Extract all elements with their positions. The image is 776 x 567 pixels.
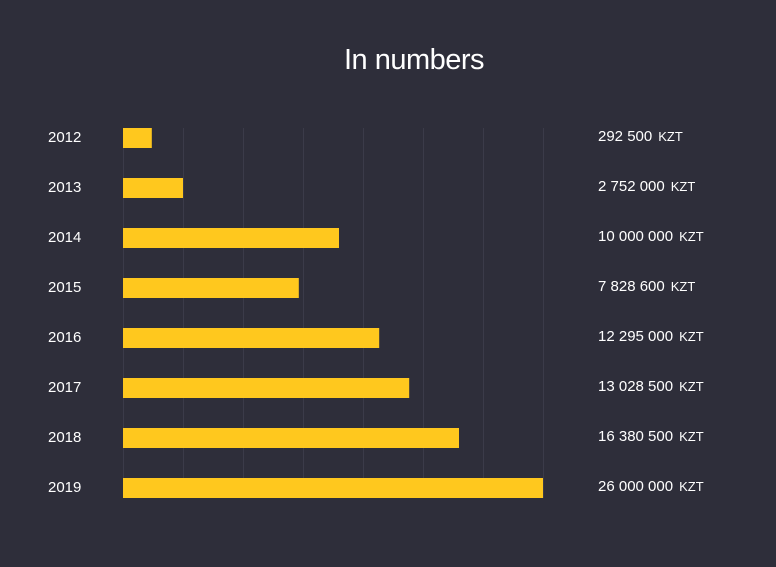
- currency-label: KZT: [679, 429, 704, 444]
- value-amount: 10 000 000: [598, 228, 674, 245]
- currency-label: KZT: [670, 279, 696, 294]
- value-amount: 26 000 000: [598, 478, 674, 495]
- year-label: 2014: [48, 229, 82, 246]
- value-label: 292 500 KZT: [598, 128, 683, 145]
- value-label: 26 000 000 KZT: [598, 478, 704, 495]
- bar-2019: [123, 478, 543, 498]
- value-label: 10 000 000 KZT: [598, 228, 704, 245]
- value-amount: 2 752 000: [598, 178, 665, 195]
- bar-2015: [123, 278, 299, 298]
- value-label: 2 752 000 KZT: [598, 178, 695, 195]
- bar-2018: [123, 428, 459, 448]
- year-label: 2013: [48, 179, 82, 196]
- value-label: 13 028 500 KZT: [598, 378, 704, 395]
- year-label: 2018: [48, 429, 82, 446]
- bar-2014: [123, 228, 339, 248]
- currency-label: KZT: [679, 479, 704, 494]
- chart-title: In numbers: [343, 44, 485, 76]
- year-label: 2016: [48, 329, 82, 346]
- value-amount: 16 380 500: [598, 428, 674, 445]
- currency-label: KZT: [670, 179, 696, 194]
- bar-2012: [123, 128, 152, 148]
- value-label: 16 380 500 KZT: [598, 428, 704, 445]
- year-label: 2015: [48, 279, 82, 296]
- bar-2013: [123, 178, 183, 198]
- value-amount: 7 828 600: [598, 278, 665, 295]
- currency-label: KZT: [679, 329, 704, 344]
- value-amount: 292 500: [598, 128, 653, 145]
- value-amount: 12 295 000: [598, 328, 674, 345]
- bar-2016: [123, 328, 380, 348]
- value-label: 7 828 600 KZT: [598, 278, 695, 295]
- currency-label: KZT: [679, 229, 704, 244]
- year-label: 2019: [48, 479, 82, 496]
- currency-label: KZT: [658, 129, 683, 144]
- value-label: 12 295 000 KZT: [598, 328, 704, 345]
- currency-label: KZT: [679, 379, 704, 394]
- value-amount: 13 028 500: [598, 378, 674, 395]
- bar-2017: [123, 378, 410, 398]
- year-label: 2017: [48, 379, 82, 396]
- year-label: 2012: [48, 129, 82, 146]
